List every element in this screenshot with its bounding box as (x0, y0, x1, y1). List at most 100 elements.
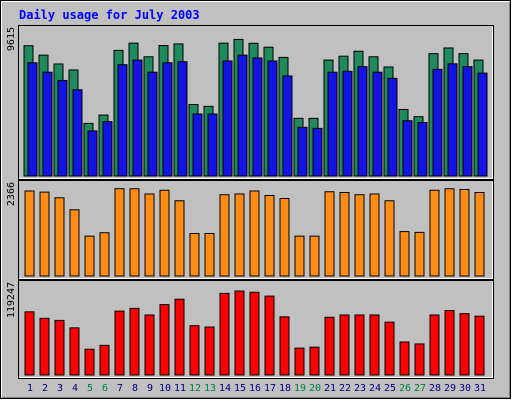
x-tick-label: 31 (474, 383, 486, 394)
panel-files: 2366 (6, 180, 494, 280)
bar (114, 310, 125, 376)
bar (372, 71, 383, 177)
bar (387, 77, 398, 177)
chart-title: Daily usage for July 2003 (19, 8, 200, 22)
bar (357, 66, 368, 177)
bar (204, 232, 215, 277)
bar (447, 63, 458, 177)
x-tick-label: 27 (414, 383, 426, 394)
x-tick-label: 4 (72, 383, 78, 394)
x-tick-label: 15 (234, 383, 246, 394)
bar (459, 313, 470, 376)
bar (339, 314, 350, 376)
bar (414, 343, 425, 376)
x-tick-label: 19 (294, 383, 306, 394)
bar (399, 231, 410, 277)
bar (189, 232, 200, 277)
x-axis-tick-labels: 1 2 3 4 5 6 7 8 9 10 11 12 13 14 15 16 17 18 19 20 21 22 23 24 2… (27, 383, 486, 394)
bar (24, 311, 35, 376)
series-hits-pages-2 (27, 54, 488, 177)
panel-hits-pages: 9615 (6, 25, 494, 180)
bar (327, 71, 338, 177)
bar (144, 193, 155, 277)
bar (297, 126, 308, 177)
bar (117, 64, 128, 177)
bar (189, 325, 200, 376)
x-tick-label: 12 (189, 383, 201, 394)
bar (474, 191, 485, 277)
bar (264, 295, 275, 376)
bar (339, 191, 350, 277)
bar (42, 71, 53, 177)
bar (84, 235, 95, 277)
bar (252, 57, 263, 177)
bar (237, 54, 248, 177)
bar (54, 197, 65, 277)
bar (354, 314, 365, 376)
x-tick-label: 3 (57, 383, 63, 394)
x-tick-label: 16 (249, 383, 261, 394)
y-axis-label-hits-pages: 9615 (6, 27, 17, 51)
x-tick-label: 21 (324, 383, 336, 394)
bar (309, 235, 320, 277)
bar (414, 231, 425, 277)
x-tick-label: 17 (264, 383, 276, 394)
x-tick-label: 10 (159, 383, 171, 394)
bar (417, 122, 428, 177)
bar (342, 70, 353, 177)
panel-kbytes: 119247 (6, 280, 494, 379)
y-axis-label-kbytes: 119247 (6, 282, 17, 318)
bar (324, 191, 335, 277)
bar (324, 316, 335, 376)
bar (144, 314, 155, 376)
x-tick-label: 9 (147, 383, 153, 394)
bar (264, 195, 275, 277)
bar (72, 89, 83, 177)
series-files-1 (24, 188, 485, 277)
bar (69, 327, 80, 376)
x-tick-label: 11 (174, 383, 186, 394)
bar (219, 194, 230, 277)
bar (429, 189, 440, 277)
bar (429, 314, 440, 376)
bar (249, 291, 260, 376)
bar (294, 347, 305, 376)
bar (249, 190, 260, 277)
bar (192, 113, 203, 177)
bar (129, 307, 140, 376)
x-tick-label: 23 (354, 383, 366, 394)
bar (279, 316, 290, 376)
bar (312, 127, 323, 177)
bar (99, 232, 110, 277)
x-tick-label: 6 (102, 383, 108, 394)
bar (384, 321, 395, 376)
bar (174, 200, 185, 277)
bar (267, 60, 278, 177)
bar (27, 62, 38, 177)
x-tick-label: 25 (384, 383, 396, 394)
bar (204, 326, 215, 376)
bar (162, 62, 173, 177)
bar (459, 188, 470, 277)
series-kbytes-1 (24, 290, 485, 376)
bar (369, 193, 380, 277)
bar (444, 188, 455, 277)
chart-panels: 9615 2366 119247 (6, 25, 494, 379)
bar (402, 120, 413, 177)
bar (24, 190, 35, 277)
bar (87, 130, 98, 177)
bar (39, 317, 50, 376)
bar (399, 341, 410, 376)
bar (444, 310, 455, 376)
bar (432, 68, 443, 177)
bar (279, 198, 290, 277)
x-tick-label: 2 (42, 383, 48, 394)
x-tick-label: 8 (132, 383, 138, 394)
bar (57, 79, 68, 177)
bar (99, 344, 110, 376)
bar (369, 314, 380, 376)
x-tick-label: 30 (459, 383, 471, 394)
bar (54, 319, 65, 376)
x-tick-label: 29 (444, 383, 456, 394)
